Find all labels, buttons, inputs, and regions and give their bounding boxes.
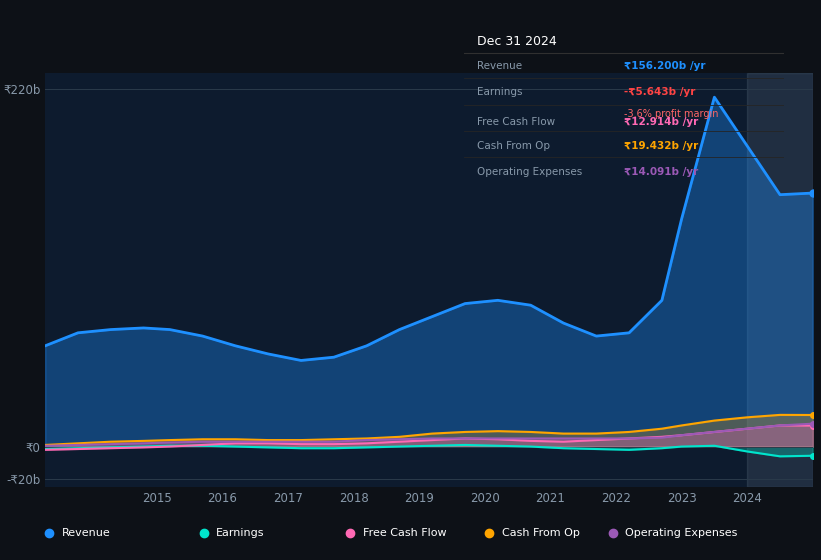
Text: Revenue: Revenue [477,61,522,71]
Text: Earnings: Earnings [216,529,264,538]
Text: Cash From Op: Cash From Op [477,141,550,151]
Text: ₹12.914b /yr: ₹12.914b /yr [624,118,698,128]
Text: ₹14.091b /yr: ₹14.091b /yr [624,167,698,177]
Text: -3.6% profit margin: -3.6% profit margin [624,109,718,119]
Text: Free Cash Flow: Free Cash Flow [363,529,447,538]
Bar [747,73,813,487]
Text: Earnings: Earnings [477,87,522,97]
Text: ₹19.432b /yr: ₹19.432b /yr [624,141,698,151]
Text: -₹5.643b /yr: -₹5.643b /yr [624,87,695,97]
Text: Revenue: Revenue [62,529,110,538]
Text: Operating Expenses: Operating Expenses [477,167,582,177]
Text: Operating Expenses: Operating Expenses [625,529,737,538]
Text: Cash From Op: Cash From Op [502,529,580,538]
Text: Free Cash Flow: Free Cash Flow [477,118,555,128]
Text: Dec 31 2024: Dec 31 2024 [477,35,557,49]
Text: ₹156.200b /yr: ₹156.200b /yr [624,61,705,71]
